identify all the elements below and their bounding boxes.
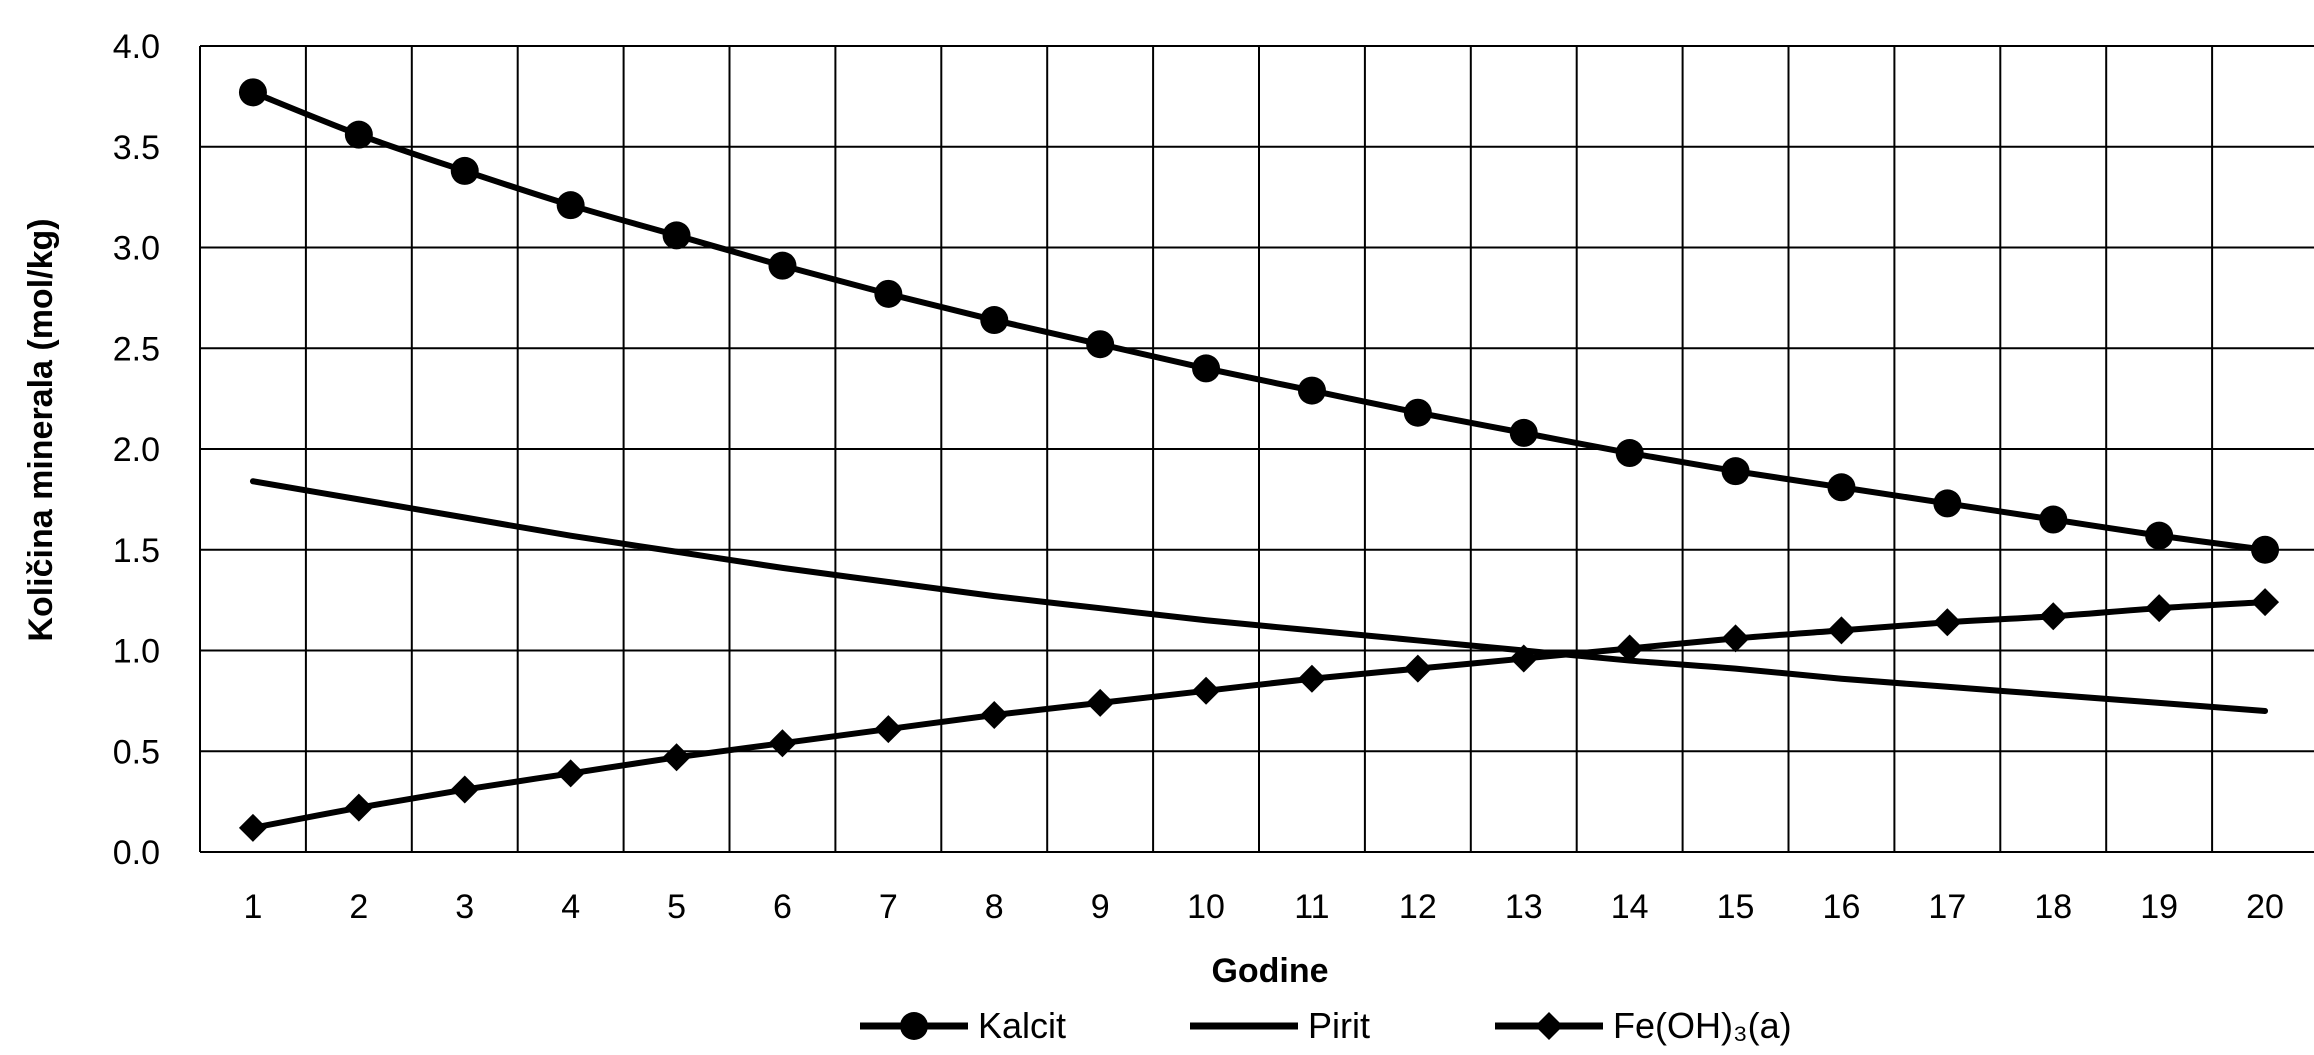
- data-point: [344, 120, 373, 149]
- legend-item: Kalcit: [860, 1005, 1066, 1046]
- y-tick-label: 2.5: [113, 330, 160, 368]
- data-point: [238, 78, 267, 107]
- data-point: [1086, 330, 1115, 359]
- data-point: [2145, 521, 2174, 550]
- x-tick-label: 11: [1294, 888, 1329, 926]
- y-tick-label: 0.5: [113, 733, 160, 771]
- series-2: [249, 478, 2269, 714]
- legend-label: Fe(OH)₃(a): [1613, 1005, 1792, 1046]
- data-point: [1721, 624, 1750, 653]
- data-point: [874, 279, 903, 308]
- data-point: [1721, 457, 1750, 486]
- series-1: [238, 78, 2280, 564]
- data-point: [1509, 418, 1538, 447]
- x-tick-label: 16: [1823, 888, 1861, 926]
- legend-marker: [1535, 1012, 1563, 1040]
- data-point: [1192, 354, 1221, 383]
- y-tick-label: 4.0: [113, 28, 160, 66]
- legend-label: Kalcit: [978, 1005, 1066, 1046]
- x-tick-label: 1: [243, 888, 262, 926]
- y-tick-label: 2.0: [113, 431, 160, 469]
- data-point: [1827, 616, 1856, 645]
- x-tick-label: 12: [1399, 888, 1437, 926]
- x-tick-label: 5: [667, 888, 686, 926]
- x-tick-label: 18: [2034, 888, 2072, 926]
- legend-marker: [900, 1012, 928, 1040]
- y-tick-label: 3.5: [113, 129, 160, 167]
- x-tick-label: 2: [349, 888, 368, 926]
- y-axis-ticks: 0.0 0.5 1.0 1.5 2.0 2.5 3.0 3.5 4.0: [113, 28, 160, 872]
- data-point: [2251, 588, 2280, 617]
- data-point: [1297, 664, 1326, 693]
- x-tick-label: 17: [1928, 888, 1966, 926]
- series: [238, 78, 2280, 842]
- data-point: [1933, 608, 1962, 637]
- data-point: [1615, 634, 1644, 663]
- data-point: [1403, 654, 1432, 683]
- data-point: [1086, 688, 1115, 717]
- data-point: [1403, 398, 1432, 427]
- data-point: [980, 306, 1009, 335]
- data-point: [1297, 376, 1326, 405]
- series-line: [249, 478, 2269, 714]
- data-point: [1933, 489, 1962, 518]
- x-tick-label: 9: [1091, 888, 1110, 926]
- data-point: [662, 743, 691, 772]
- data-point: [768, 729, 797, 758]
- data-point: [2039, 602, 2068, 631]
- y-axis-title: Količina minerala (mol/kg): [22, 218, 60, 641]
- x-tick-label: 4: [561, 888, 580, 926]
- legend-label: Pirit: [1308, 1005, 1370, 1046]
- x-tick-label: 20: [2246, 888, 2284, 926]
- data-point: [2145, 594, 2174, 623]
- data-point: [2039, 505, 2068, 534]
- y-tick-label: 1.0: [113, 633, 160, 671]
- grid: [199, 45, 2314, 853]
- x-tick-label: 14: [1611, 888, 1649, 926]
- data-point: [1509, 644, 1538, 673]
- data-point: [1827, 473, 1856, 502]
- data-point: [450, 156, 479, 185]
- legend: Kalcit Pirit Fe(OH)₃(a): [860, 1005, 1792, 1046]
- x-axis-ticks: 1 2 3 4 5 6 7 8 9 10 11 12 13 14 15 16 17 18 19 20: [243, 888, 2283, 926]
- data-point: [874, 715, 903, 744]
- x-axis-title: Godine: [1211, 952, 1328, 990]
- data-point: [768, 251, 797, 280]
- x-tick-label: 15: [1717, 888, 1755, 926]
- data-point: [450, 775, 479, 804]
- y-tick-label: 1.5: [113, 532, 160, 570]
- data-point: [238, 813, 267, 842]
- x-tick-label: 10: [1187, 888, 1225, 926]
- y-tick-label: 0.0: [113, 834, 160, 872]
- x-tick-label: 8: [985, 888, 1004, 926]
- legend-item: Fe(OH)₃(a): [1495, 1005, 1792, 1046]
- data-point: [556, 759, 585, 788]
- x-tick-label: 7: [879, 888, 898, 926]
- data-point: [2251, 535, 2280, 564]
- legend-item: Pirit: [1190, 1005, 1370, 1046]
- data-point: [1192, 676, 1221, 705]
- data-point: [556, 191, 585, 220]
- data-point: [344, 793, 373, 822]
- x-tick-label: 6: [773, 888, 792, 926]
- data-point: [662, 221, 691, 250]
- series-3: [238, 588, 2280, 842]
- x-tick-label: 13: [1505, 888, 1543, 926]
- data-point: [980, 700, 1009, 729]
- x-tick-label: 19: [2140, 888, 2178, 926]
- data-point: [1615, 439, 1644, 468]
- x-tick-label: 3: [455, 888, 474, 926]
- y-tick-label: 3.0: [113, 230, 160, 268]
